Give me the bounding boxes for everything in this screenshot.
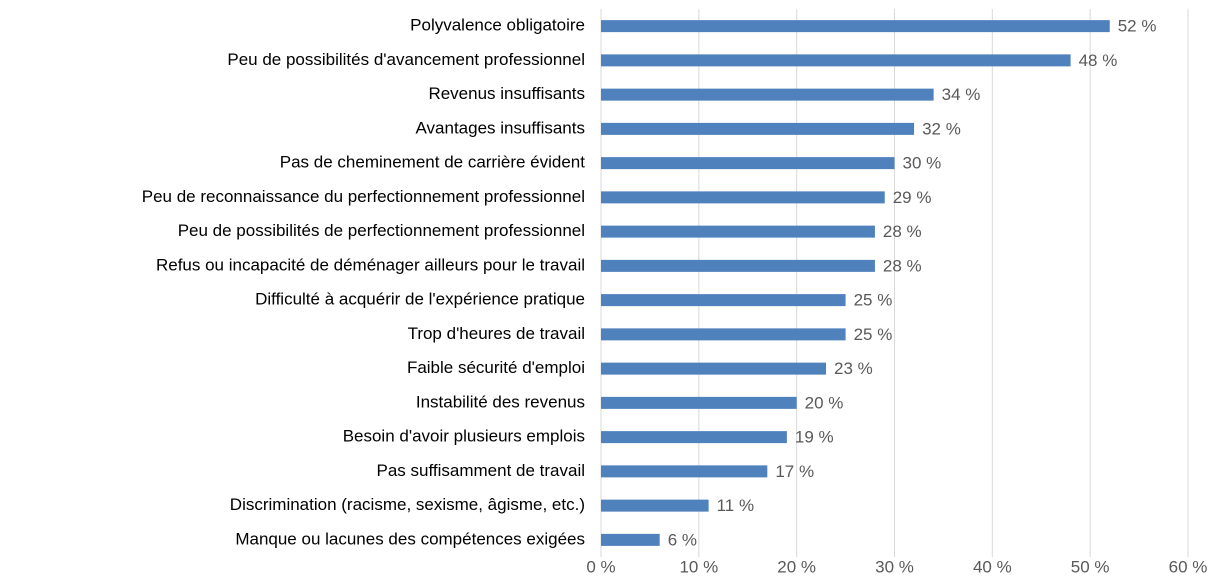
value-label: 23 %	[834, 359, 873, 378]
bar	[601, 499, 709, 512]
bar	[601, 225, 875, 238]
value-label: 34 %	[942, 85, 981, 104]
bar	[601, 88, 934, 101]
category-label: Revenus insuffisants	[428, 84, 585, 103]
bar	[601, 396, 797, 409]
x-tick-label: 60 %	[1169, 557, 1208, 576]
value-label: 48 %	[1079, 51, 1118, 70]
bar	[601, 157, 895, 170]
x-tick-label: 50 %	[1071, 557, 1110, 576]
category-label: Faible sécurité d'emploi	[407, 358, 585, 377]
value-label: 17 %	[775, 462, 814, 481]
bar	[601, 54, 1071, 67]
value-label: 28 %	[883, 222, 922, 241]
category-label: Instabilité des revenus	[416, 392, 585, 411]
value-label: 28 %	[883, 256, 922, 275]
bar	[601, 294, 846, 307]
category-label: Peu de possibilités de perfectionnement …	[178, 221, 585, 240]
bar	[601, 259, 875, 272]
value-label: 30 %	[903, 154, 942, 173]
x-tick-label: 40 %	[973, 557, 1012, 576]
category-label: Avantages insuffisants	[416, 118, 586, 137]
bar	[601, 362, 827, 375]
x-tick-label: 20 %	[777, 557, 816, 576]
bar	[601, 20, 1110, 33]
category-label: Besoin d'avoir plusieurs emplois	[343, 427, 585, 446]
category-label: Peu de possibilités d'avancement profess…	[227, 50, 585, 69]
category-label: Refus ou incapacité de déménager ailleur…	[156, 255, 585, 274]
value-label: 29 %	[893, 188, 932, 207]
value-label: 25 %	[854, 325, 893, 344]
x-tick-label: 30 %	[875, 557, 914, 576]
category-label: Trop d'heures de travail	[408, 324, 585, 343]
bar	[601, 533, 660, 546]
category-label: Pas suffisamment de travail	[377, 461, 586, 480]
x-tick-label: 0 %	[586, 557, 615, 576]
bar	[601, 122, 915, 135]
value-label: 52 %	[1118, 17, 1157, 36]
value-label: 6 %	[668, 530, 697, 549]
bar	[601, 431, 787, 444]
category-label: Peu de reconnaissance du perfectionnemen…	[142, 187, 585, 206]
value-label: 25 %	[854, 291, 893, 310]
bar	[601, 465, 768, 478]
value-label: 20 %	[805, 393, 844, 412]
value-label: 19 %	[795, 428, 834, 447]
category-label: Discrimination (racisme, sexisme, âgisme…	[230, 495, 585, 514]
category-label: Pas de cheminement de carrière évident	[280, 153, 585, 172]
value-label: 11 %	[717, 496, 755, 515]
x-tick-label: 10 %	[679, 557, 718, 576]
category-label: Manque ou lacunes des compétences exigée…	[235, 529, 585, 548]
category-label: Polyvalence obligatoire	[410, 16, 585, 35]
bar	[601, 191, 885, 204]
bar	[601, 328, 846, 341]
category-label: Difficulté à acquérir de l'expérience pr…	[255, 290, 585, 309]
value-label: 32 %	[922, 119, 961, 138]
